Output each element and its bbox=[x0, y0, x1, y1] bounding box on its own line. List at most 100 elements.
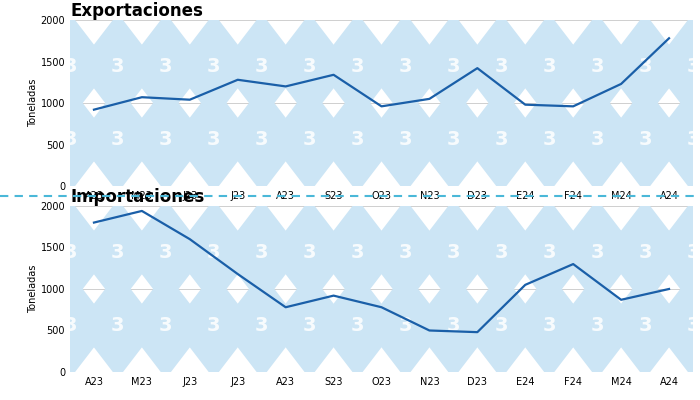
Text: 3: 3 bbox=[159, 57, 173, 76]
Text: 3: 3 bbox=[63, 243, 77, 262]
Text: 3: 3 bbox=[351, 57, 364, 76]
Text: 3: 3 bbox=[590, 316, 604, 335]
Polygon shape bbox=[365, 13, 446, 120]
Y-axis label: Toneladas: Toneladas bbox=[28, 265, 38, 313]
Text: 3: 3 bbox=[303, 243, 316, 262]
Polygon shape bbox=[604, 199, 686, 306]
Polygon shape bbox=[317, 199, 398, 306]
Text: 3: 3 bbox=[590, 243, 604, 262]
Text: 3: 3 bbox=[495, 57, 508, 76]
Polygon shape bbox=[365, 199, 446, 306]
Polygon shape bbox=[365, 272, 446, 379]
Polygon shape bbox=[221, 272, 302, 379]
Text: Importaciones: Importaciones bbox=[70, 188, 204, 206]
Text: 3: 3 bbox=[638, 316, 652, 335]
Polygon shape bbox=[413, 199, 494, 306]
Text: 3: 3 bbox=[542, 243, 556, 262]
Polygon shape bbox=[77, 199, 159, 306]
Text: 3: 3 bbox=[255, 57, 268, 76]
Polygon shape bbox=[317, 272, 398, 379]
Text: 3: 3 bbox=[351, 130, 364, 149]
Polygon shape bbox=[413, 13, 494, 120]
Text: 3: 3 bbox=[495, 243, 508, 262]
Polygon shape bbox=[556, 86, 638, 193]
Polygon shape bbox=[556, 272, 638, 379]
Text: 3: 3 bbox=[542, 130, 556, 149]
Polygon shape bbox=[77, 13, 159, 120]
Polygon shape bbox=[77, 86, 159, 193]
Text: 3: 3 bbox=[638, 57, 652, 76]
Text: 3: 3 bbox=[542, 316, 556, 335]
Text: 3: 3 bbox=[447, 57, 460, 76]
Text: 3: 3 bbox=[63, 130, 77, 149]
Polygon shape bbox=[221, 13, 302, 120]
Polygon shape bbox=[556, 199, 638, 306]
Polygon shape bbox=[221, 199, 302, 306]
Text: 3: 3 bbox=[63, 57, 77, 76]
Polygon shape bbox=[269, 199, 351, 306]
Polygon shape bbox=[508, 272, 590, 379]
Text: 3: 3 bbox=[207, 57, 220, 76]
Polygon shape bbox=[269, 13, 351, 120]
Polygon shape bbox=[317, 13, 398, 120]
Text: 3: 3 bbox=[207, 243, 220, 262]
Polygon shape bbox=[221, 86, 302, 193]
Text: 3: 3 bbox=[159, 130, 173, 149]
Polygon shape bbox=[652, 272, 700, 379]
Polygon shape bbox=[652, 199, 700, 306]
Text: 3: 3 bbox=[255, 130, 268, 149]
Text: 3: 3 bbox=[303, 130, 316, 149]
Polygon shape bbox=[604, 272, 686, 379]
Text: 3: 3 bbox=[686, 316, 700, 335]
Text: 3: 3 bbox=[638, 130, 652, 149]
Polygon shape bbox=[77, 272, 159, 379]
Polygon shape bbox=[173, 86, 255, 193]
Text: 3: 3 bbox=[63, 316, 77, 335]
Polygon shape bbox=[269, 86, 351, 193]
Text: 3: 3 bbox=[447, 316, 460, 335]
Text: 3: 3 bbox=[111, 243, 125, 262]
Text: 3: 3 bbox=[686, 243, 700, 262]
Text: 3: 3 bbox=[303, 316, 316, 335]
Polygon shape bbox=[365, 86, 446, 193]
Polygon shape bbox=[125, 86, 206, 193]
Polygon shape bbox=[125, 199, 206, 306]
Polygon shape bbox=[173, 13, 255, 120]
Polygon shape bbox=[29, 272, 111, 379]
Text: 3: 3 bbox=[399, 243, 412, 262]
Text: 3: 3 bbox=[159, 243, 173, 262]
Polygon shape bbox=[508, 199, 590, 306]
Polygon shape bbox=[269, 272, 351, 379]
Text: 3: 3 bbox=[111, 130, 125, 149]
Polygon shape bbox=[461, 13, 542, 120]
Text: 3: 3 bbox=[255, 243, 268, 262]
Text: 3: 3 bbox=[686, 130, 700, 149]
Polygon shape bbox=[508, 13, 590, 120]
Polygon shape bbox=[461, 272, 542, 379]
Text: 3: 3 bbox=[399, 57, 412, 76]
Text: 3: 3 bbox=[590, 57, 604, 76]
Polygon shape bbox=[125, 272, 206, 379]
Polygon shape bbox=[652, 86, 700, 193]
Text: 3: 3 bbox=[159, 316, 173, 335]
Y-axis label: Toneladas: Toneladas bbox=[28, 79, 38, 127]
Text: 3: 3 bbox=[447, 243, 460, 262]
Polygon shape bbox=[413, 272, 494, 379]
Text: 3: 3 bbox=[303, 57, 316, 76]
Text: 3: 3 bbox=[111, 57, 125, 76]
Text: 3: 3 bbox=[590, 130, 604, 149]
Polygon shape bbox=[173, 199, 255, 306]
Polygon shape bbox=[173, 272, 255, 379]
Polygon shape bbox=[508, 86, 590, 193]
Polygon shape bbox=[317, 86, 398, 193]
Text: 3: 3 bbox=[686, 57, 700, 76]
Polygon shape bbox=[461, 199, 542, 306]
Text: 3: 3 bbox=[111, 316, 125, 335]
Text: 3: 3 bbox=[399, 130, 412, 149]
Polygon shape bbox=[604, 13, 686, 120]
Polygon shape bbox=[29, 199, 111, 306]
Text: 3: 3 bbox=[351, 243, 364, 262]
Polygon shape bbox=[29, 13, 111, 120]
Polygon shape bbox=[125, 13, 206, 120]
Polygon shape bbox=[461, 86, 542, 193]
